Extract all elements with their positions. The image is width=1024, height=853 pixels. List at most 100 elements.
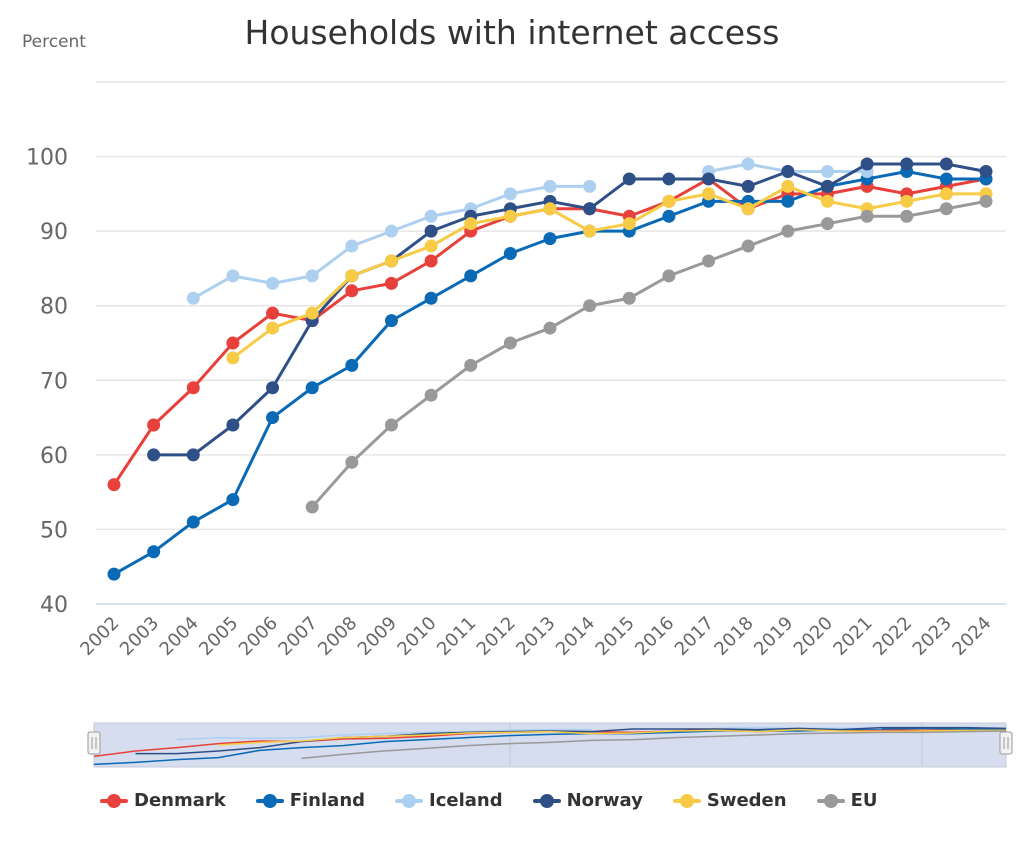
data-point[interactable]: Norway 2010: 90: [424, 224, 438, 238]
data-point[interactable]: Sweden 2015: 91: [622, 217, 636, 231]
data-point[interactable]: Norway 2016: 97: [662, 172, 676, 186]
range-navigator[interactable]: [87, 722, 1013, 768]
data-point[interactable]: Finland 2011: 84: [464, 269, 478, 283]
data-point[interactable]: EU 2013: 77: [543, 321, 557, 335]
navigator-right-handle[interactable]: [999, 731, 1013, 755]
data-point[interactable]: Norway 2014: 93: [583, 202, 597, 216]
data-point[interactable]: Sweden 2016: 94: [662, 194, 676, 208]
data-point[interactable]: Norway 2024: 98: [979, 164, 993, 178]
data-point[interactable]: EU 2020: 91: [820, 217, 834, 231]
data-point[interactable]: Denmark 2002: 56: [107, 478, 121, 492]
legend-item-norway[interactable]: Norway: [532, 790, 643, 811]
data-point[interactable]: Sweden 2014: 90: [583, 224, 597, 238]
data-point[interactable]: Norway 2019: 98: [781, 164, 795, 178]
data-point[interactable]: Denmark 2010: 86: [424, 254, 438, 268]
data-point[interactable]: EU 2021: 92: [860, 209, 874, 223]
data-point[interactable]: Denmark 2008: 82: [345, 284, 359, 298]
data-point[interactable]: Finland 2010: 81: [424, 291, 438, 305]
legend-item-finland[interactable]: Finland: [255, 790, 365, 811]
data-point[interactable]: Iceland 2014: 96: [583, 179, 597, 193]
data-point[interactable]: Finland 2012: 87: [503, 247, 517, 261]
data-point[interactable]: Norway 2004: 60: [186, 448, 200, 462]
navigator-left-handle[interactable]: [87, 731, 101, 755]
data-point[interactable]: Sweden 2023: 95: [939, 187, 953, 201]
data-point[interactable]: Finland 2019: 94: [781, 194, 795, 208]
data-point[interactable]: Sweden 2018: 93: [741, 202, 755, 216]
data-point[interactable]: Finland 2013: 89: [543, 232, 557, 246]
data-point[interactable]: Norway 2020: 96: [820, 179, 834, 193]
data-point[interactable]: Iceland 2013: 96: [543, 179, 557, 193]
data-point[interactable]: EU 2023: 93: [939, 202, 953, 216]
data-point[interactable]: Iceland 2020: 98: [820, 164, 834, 178]
data-point[interactable]: Iceland 2010: 92: [424, 209, 438, 223]
data-point[interactable]: Iceland 2009: 90: [384, 224, 398, 238]
data-point[interactable]: Denmark 2003: 64: [147, 418, 161, 432]
data-point[interactable]: EU 2022: 92: [900, 209, 914, 223]
data-point[interactable]: Norway 2021: 99: [860, 157, 874, 171]
data-point[interactable]: Sweden 2017: 95: [702, 187, 716, 201]
data-point[interactable]: Finland 2002: 44: [107, 567, 121, 581]
data-point[interactable]: Iceland 2005: 84: [226, 269, 240, 283]
data-point[interactable]: EU 2007: 53: [305, 500, 319, 514]
data-point[interactable]: Denmark 2006: 79: [266, 306, 280, 320]
data-point[interactable]: EU 2014: 80: [583, 299, 597, 313]
data-point[interactable]: EU 2009: 64: [384, 418, 398, 432]
data-point[interactable]: Sweden 2022: 94: [900, 194, 914, 208]
data-point[interactable]: Iceland 2008: 88: [345, 239, 359, 253]
data-point[interactable]: EU 2016: 84: [662, 269, 676, 283]
data-point[interactable]: Sweden 2019: 96: [781, 179, 795, 193]
data-point[interactable]: Norway 2023: 99: [939, 157, 953, 171]
data-point[interactable]: Iceland 2012: 95: [503, 187, 517, 201]
data-point[interactable]: Iceland 2018: 99: [741, 157, 755, 171]
data-point[interactable]: Sweden 2008: 84: [345, 269, 359, 283]
data-point[interactable]: Sweden 2011: 91: [464, 217, 478, 231]
data-point[interactable]: Finland 2009: 78: [384, 314, 398, 328]
data-point[interactable]: EU 2015: 81: [622, 291, 636, 305]
data-point[interactable]: Sweden 2010: 88: [424, 239, 438, 253]
data-point[interactable]: Finland 2007: 69: [305, 381, 319, 395]
legend-item-eu[interactable]: EU: [816, 790, 878, 811]
data-point[interactable]: EU 2018: 88: [741, 239, 755, 253]
data-point[interactable]: Denmark 2005: 75: [226, 336, 240, 350]
data-point[interactable]: EU 2010: 68: [424, 388, 438, 402]
data-point[interactable]: Sweden 2007: 79: [305, 306, 319, 320]
data-point[interactable]: Sweden 2009: 86: [384, 254, 398, 268]
data-point[interactable]: Norway 2005: 64: [226, 418, 240, 432]
data-point[interactable]: EU 2019: 90: [781, 224, 795, 238]
legend-item-denmark[interactable]: Denmark: [100, 790, 226, 811]
data-point[interactable]: Denmark 2004: 69: [186, 381, 200, 395]
legend-item-iceland[interactable]: Iceland: [395, 790, 503, 811]
y-tick-label: 40: [40, 593, 68, 618]
chart-title: Households with internet access: [245, 13, 780, 52]
data-point[interactable]: Norway 2006: 69: [266, 381, 280, 395]
data-point[interactable]: Sweden 2005: 73: [226, 351, 240, 365]
data-point[interactable]: Finland 2006: 65: [266, 411, 280, 425]
data-point[interactable]: Sweden 2012: 92: [503, 209, 517, 223]
data-point[interactable]: EU 2012: 75: [503, 336, 517, 350]
data-point[interactable]: Sweden 2006: 77: [266, 321, 280, 335]
data-point[interactable]: Finland 2016: 92: [662, 209, 676, 223]
legend-item-sweden[interactable]: Sweden: [672, 790, 787, 811]
data-point[interactable]: Norway 2003: 60: [147, 448, 161, 462]
x-tick-label: 2003: [116, 613, 163, 660]
data-point[interactable]: Finland 2004: 51: [186, 515, 200, 529]
data-point[interactable]: Finland 2003: 47: [147, 545, 161, 559]
data-point[interactable]: EU 2008: 59: [345, 455, 359, 469]
data-point[interactable]: Sweden 2013: 93: [543, 202, 557, 216]
data-point[interactable]: Denmark 2009: 83: [384, 276, 398, 290]
data-point[interactable]: Norway 2018: 96: [741, 179, 755, 193]
x-axis-ticks: 2002200320042005200620072008200920102011…: [76, 613, 995, 660]
data-point[interactable]: EU 2024: 94: [979, 194, 993, 208]
data-point[interactable]: Finland 2023: 97: [939, 172, 953, 186]
data-point[interactable]: Iceland 2004: 81: [186, 291, 200, 305]
data-point[interactable]: Norway 2017: 97: [702, 172, 716, 186]
data-point[interactable]: EU 2017: 86: [702, 254, 716, 268]
data-point[interactable]: EU 2011: 72: [464, 358, 478, 372]
data-point[interactable]: Finland 2005: 54: [226, 493, 240, 507]
data-point[interactable]: Iceland 2007: 84: [305, 269, 319, 283]
data-point[interactable]: Norway 2022: 99: [900, 157, 914, 171]
data-point[interactable]: Finland 2008: 72: [345, 358, 359, 372]
data-point[interactable]: Iceland 2006: 83: [266, 276, 280, 290]
data-point[interactable]: Sweden 2020: 94: [820, 194, 834, 208]
data-point[interactable]: Norway 2015: 97: [622, 172, 636, 186]
